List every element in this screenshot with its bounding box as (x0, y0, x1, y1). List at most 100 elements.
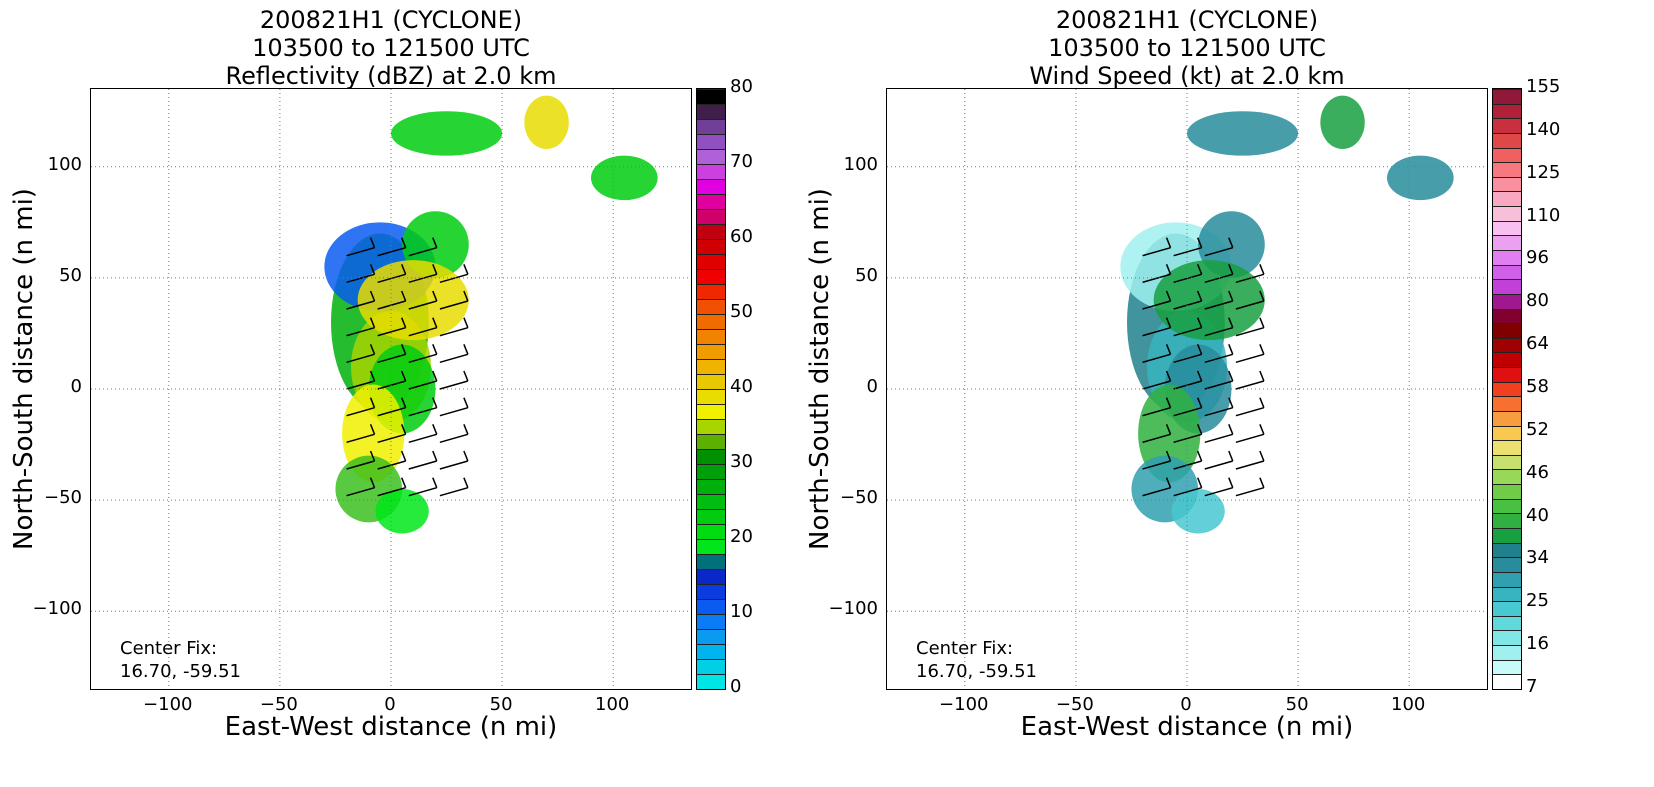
colorbar-tick-label: 64 (1526, 333, 1549, 355)
echo-blob (1187, 111, 1299, 156)
y-tick-label: −50 (840, 487, 878, 509)
colorbar-segment (1493, 337, 1521, 353)
colorbar-tick-label: 52 (1526, 418, 1549, 440)
wind-barb-flag (369, 370, 376, 382)
echo-blob (375, 489, 429, 534)
wind-barb-flag (432, 317, 438, 328)
wind-barb (408, 273, 437, 284)
colorbar-segment (697, 269, 725, 284)
wind-barb (1173, 433, 1202, 444)
plot-area[interactable] (90, 88, 692, 690)
wind-barb-flag (432, 477, 438, 488)
wind-barb (1235, 353, 1265, 364)
colorbar-segment (1493, 264, 1521, 280)
wind-barb-flag (1196, 370, 1203, 382)
wind-barb (1173, 460, 1202, 470)
wind-barb-flag (400, 344, 407, 355)
colorbar-tick-label: 96 (1526, 247, 1549, 269)
colorbar-tick-label: 34 (1526, 547, 1549, 569)
wind-barb-flag (1165, 264, 1172, 275)
wind-barb-flag (1259, 397, 1265, 408)
wind-barb-flag (1228, 477, 1234, 488)
wind-barb (377, 486, 406, 497)
wind-barb-flag (1228, 344, 1234, 355)
wind-barb-flag (432, 397, 438, 408)
wind-barbs (346, 237, 469, 497)
echo-blob (524, 95, 569, 149)
colorbar-segment (1493, 513, 1521, 528)
colorbar-segment (697, 539, 725, 554)
colorbar-segment (697, 599, 725, 614)
colorbar-segment (697, 329, 725, 344)
colorbar-tick-label: 140 (1526, 118, 1561, 140)
wind-barb-flag (369, 397, 376, 408)
wind-barb (1142, 353, 1171, 364)
colorbar-segment (697, 194, 725, 209)
colorbar-tick-label: 10 (730, 601, 753, 622)
wind-barb-flag (1259, 317, 1265, 328)
wind-barb-flag (432, 237, 438, 248)
colorbar-segment (1493, 659, 1521, 675)
title-line-1: 200821H1 (CYCLONE) (1055, 6, 1319, 34)
wind-barb (408, 406, 437, 417)
colorbar (1492, 88, 1522, 690)
colorbar-tick-label: 125 (1526, 161, 1561, 183)
y-tick-label: −50 (44, 487, 82, 509)
wind-barb (377, 326, 406, 337)
y-axis-label: North-South distance (n mi) (9, 188, 39, 550)
colorbar-segment (1493, 103, 1521, 119)
wind-barb-flag (1259, 450, 1265, 462)
title-line-3: Wind Speed (kt) at 2.0 km (1029, 62, 1345, 90)
wind-barb-flag (369, 264, 376, 275)
wind-barb (1235, 300, 1265, 310)
wind-barb (377, 406, 406, 417)
wind-barb-flag (400, 397, 407, 408)
wind-barb (1235, 486, 1265, 497)
colorbar-segment (697, 479, 725, 494)
plot-area[interactable] (886, 88, 1488, 690)
colorbar-tick-label: 80 (1526, 290, 1549, 312)
colorbar-tick-label: 7 (1526, 676, 1538, 697)
y-axis-label: North-South distance (n mi) (805, 188, 835, 550)
wind-barb (408, 246, 437, 257)
colorbar-segment (1493, 176, 1521, 192)
colorbar-segment (1493, 440, 1521, 455)
wind-barb (346, 406, 375, 417)
y-tick-label: 50 (59, 264, 82, 286)
echo-blob (591, 155, 658, 201)
colorbar-segment (697, 119, 725, 134)
wind-barb (346, 486, 375, 497)
colorbar-segment (1493, 615, 1521, 631)
wind-barb (439, 326, 469, 337)
wind-barb-flag (1228, 424, 1234, 435)
wind-barbs (1142, 237, 1265, 497)
wind-barb-flag (400, 424, 407, 435)
center-fix: Center Fix: 16.70, -59.51 (120, 637, 241, 683)
colorbar-segment (1493, 528, 1521, 543)
wind-barb-flag (432, 450, 438, 462)
colorbar-segment (697, 314, 725, 329)
y-tick-label: −100 (828, 598, 878, 620)
wind-barb (346, 353, 375, 364)
wind-barb (408, 486, 437, 497)
wind-barb (1142, 486, 1171, 497)
colorbar-segment (697, 164, 725, 179)
colorbar-segment (1493, 674, 1521, 689)
wind-barb (377, 353, 406, 364)
x-axis-label: East-West distance (n mi) (1020, 712, 1354, 742)
colorbar-segment (1493, 367, 1521, 382)
echo-blob (1387, 155, 1454, 201)
x-tick-label: −100 (143, 694, 193, 715)
echo-field (1120, 95, 1454, 534)
wind-barb (439, 353, 469, 364)
colorbar-segment (697, 209, 725, 224)
colorbar (696, 88, 726, 690)
colorbar-segment (1493, 293, 1521, 309)
wind-barb (408, 300, 437, 310)
wind-barb-flag (1228, 450, 1234, 462)
wind-barb (1173, 486, 1202, 497)
wind-barb-flag (369, 477, 376, 488)
wind-barb (1142, 300, 1171, 310)
wind-barb-flag (400, 370, 407, 382)
wind-barb (1235, 273, 1265, 284)
